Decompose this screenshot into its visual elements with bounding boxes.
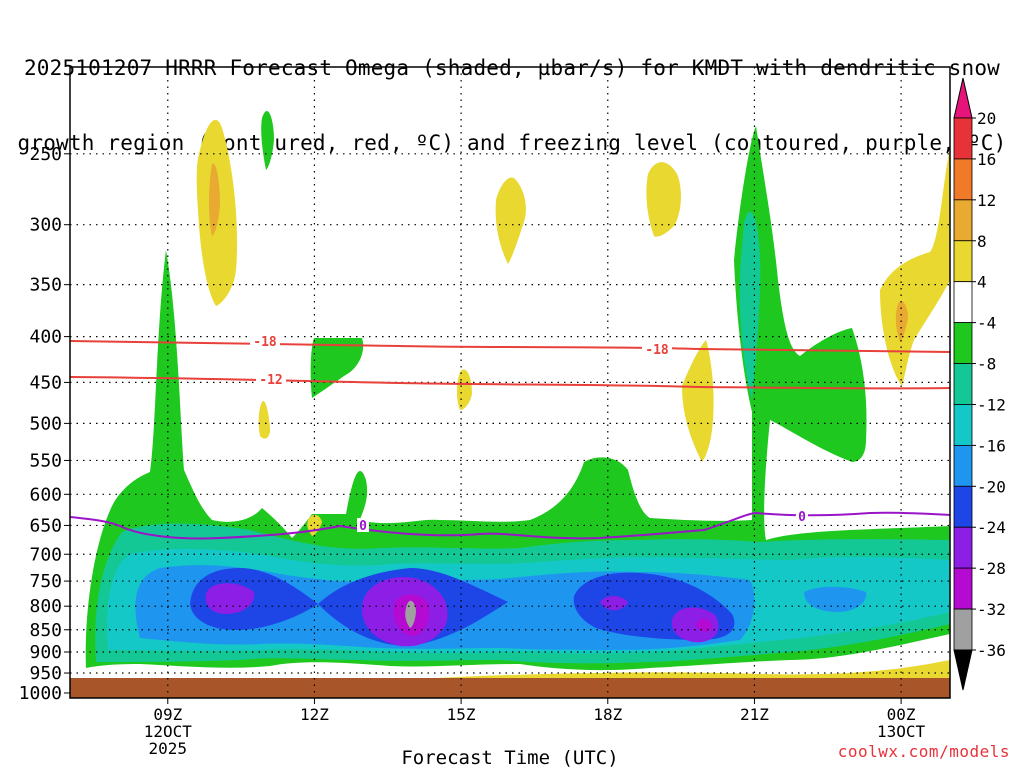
colorbar-label: 4	[977, 273, 987, 292]
colorbar-swatch	[953, 404, 973, 446]
omega-region-yellow	[457, 369, 472, 410]
x-tick-label: 13OCT	[877, 722, 926, 741]
colorbar-cap-bottom	[953, 649, 973, 691]
x-tick-label: 2025	[149, 739, 188, 758]
x-tick-label: 12OCT	[144, 722, 193, 741]
omega-region-purple	[600, 596, 628, 611]
svg-text:-18: -18	[253, 335, 277, 350]
omega-region-purple	[671, 607, 719, 643]
grid-lines	[70, 67, 950, 698]
y-tick-label: 750	[29, 571, 62, 592]
contour-label-minus-18: -18	[250, 334, 280, 350]
colorbar-label: 20	[977, 109, 996, 128]
y-tick-label: 950	[29, 663, 62, 684]
omega-region-yellow	[258, 401, 270, 439]
y-tick-label: 550	[29, 450, 62, 471]
contour-label-zero: 0	[796, 509, 808, 525]
svg-text:-12: -12	[259, 373, 282, 388]
y-tick-label: 600	[29, 484, 62, 505]
title-line-1: 2025101207 HRRR Forecast Omega (shaded, …	[23, 56, 1001, 80]
colorbar-label: -16	[977, 436, 1006, 455]
colorbar-label: -20	[977, 477, 1006, 496]
omega-region-green	[261, 110, 274, 170]
omega-region-yellow	[495, 177, 526, 264]
colorbar-swatch	[953, 363, 973, 405]
y-tick-label: 800	[29, 596, 62, 617]
colorbar-label: 8	[977, 232, 987, 251]
omega-region-yellow	[682, 340, 714, 462]
omega-region-teal-green	[739, 211, 761, 400]
colorbar-swatch	[953, 608, 973, 651]
x-tick-label: 18Z	[593, 705, 622, 724]
colorbar-swatch	[953, 322, 973, 364]
y-tick-label: 850	[29, 620, 62, 641]
y-tick-label: 700	[29, 544, 62, 565]
isotherm-minus-12	[69, 376, 951, 390]
contour-label-minus-12: -12	[256, 372, 286, 388]
colorbar-swatch	[953, 526, 973, 569]
credit-text: coolwx.com/models	[837, 742, 1010, 761]
x-tick-label: 21Z	[740, 705, 769, 724]
colorbar-label: 16	[977, 150, 996, 169]
omega-region-dark-blue	[190, 568, 318, 630]
svg-text:0: 0	[798, 510, 806, 525]
colorbar: 20 16 12 8 4 -4 -8 -12 -16 -20 -24 -28 -32 -36	[953, 77, 1006, 691]
plot-area	[70, 110, 950, 698]
colorbar-label: -32	[977, 600, 1006, 619]
omega-region-green	[310, 338, 364, 398]
colorbar-label: -4	[977, 314, 996, 333]
isotherm-minus-18	[69, 340, 951, 353]
y-tick-label: 900	[29, 642, 62, 663]
omega-region-green	[85, 126, 950, 671]
colorbar-swatch	[953, 444, 973, 487]
omega-region-yellow	[646, 162, 681, 237]
omega-region-purple	[205, 583, 255, 614]
colorbar-label: -28	[977, 559, 1006, 578]
y-tick-label: 300	[29, 215, 62, 236]
y-tick-label: 500	[29, 413, 62, 434]
colorbar-swatch	[953, 117, 973, 160]
x-tick-label: 12Z	[300, 705, 329, 724]
isotherm-contours: -18 -18 -12 0 0	[69, 334, 951, 540]
y-tick-label: 350	[29, 275, 62, 296]
colorbar-label: -24	[977, 518, 1006, 537]
contour-label-zero: 0	[357, 518, 369, 534]
svg-text:0: 0	[359, 519, 367, 534]
x-axis-label: Forecast Time (UTC)	[401, 747, 618, 768]
y-tick-label: 450	[29, 372, 62, 393]
colorbar-swatch	[953, 199, 973, 242]
y-tick-label: 250	[29, 144, 62, 165]
colorbar-swatch	[953, 567, 973, 610]
omega-region-magenta	[696, 618, 712, 632]
colorbar-swatch	[953, 158, 973, 201]
x-tick-label: 15Z	[447, 705, 476, 724]
y-tick-label: 650	[29, 515, 62, 536]
colorbar-cap-top	[953, 77, 973, 119]
x-tick-label: 09Z	[153, 705, 182, 724]
ground-surface	[70, 678, 950, 698]
colorbar-label: 12	[977, 191, 996, 210]
chart-title: 2025101207 HRRR Forecast Omega (shaded, …	[0, 6, 1024, 181]
y-tick-label: 400	[29, 327, 62, 348]
svg-text:-18: -18	[645, 343, 669, 358]
colorbar-label: -8	[977, 355, 996, 374]
x-tick-label: 00Z	[887, 705, 916, 724]
contour-label-minus-18: -18	[642, 342, 672, 358]
omega-region-gold	[209, 163, 220, 236]
colorbar-swatch	[953, 281, 973, 324]
colorbar-swatch	[953, 240, 973, 283]
omega-region-gold	[895, 301, 908, 342]
omega-region-gray	[405, 600, 416, 628]
y-tick-label: 1000	[19, 683, 62, 704]
colorbar-label: -36	[977, 641, 1006, 660]
y-axis: 2503003504004505005506006507007508008509…	[19, 144, 70, 704]
colorbar-label: -12	[977, 395, 1006, 414]
colorbar-swatch	[953, 485, 973, 528]
